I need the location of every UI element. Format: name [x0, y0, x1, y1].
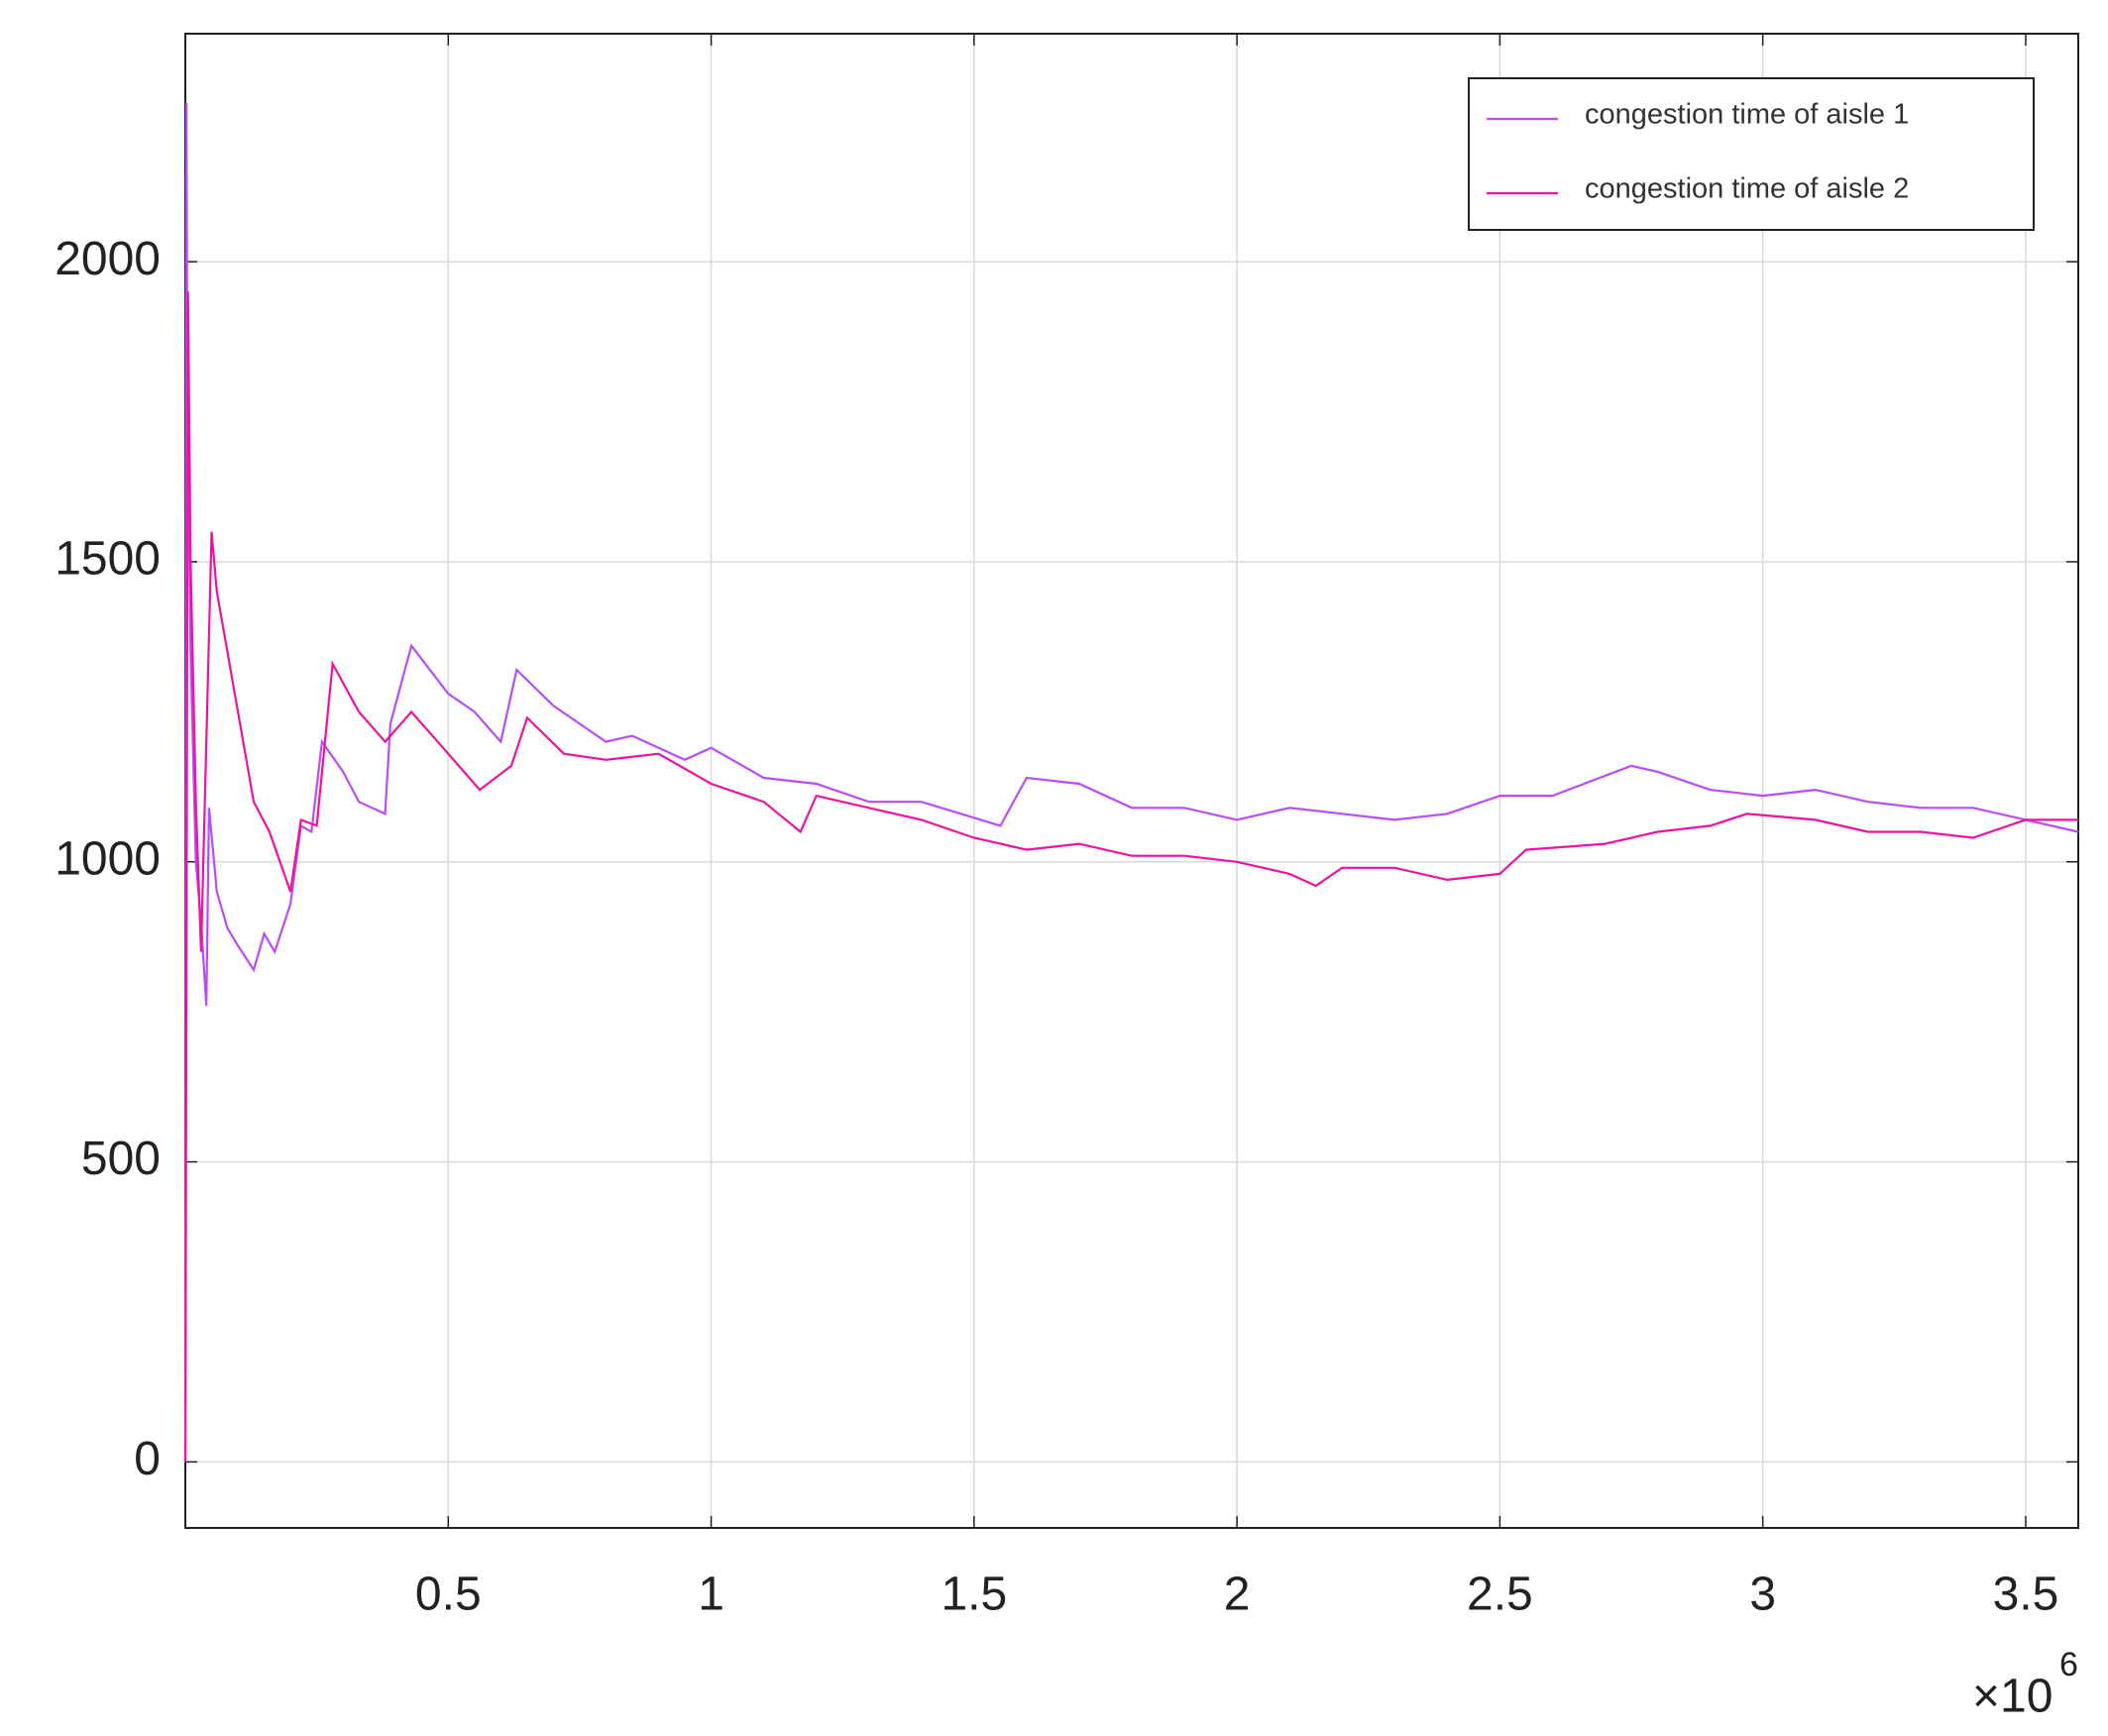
legend-label: congestion time of aisle 2: [1585, 173, 1909, 205]
x-tick-label: 1.5: [941, 1569, 1007, 1621]
y-tick-label: 500: [81, 1133, 161, 1185]
x-multiplier-exponent: 6: [2059, 1646, 2078, 1683]
x-tick-label: 1: [698, 1569, 724, 1621]
legend-label: congestion time of aisle 1: [1585, 99, 1909, 131]
x-tick-label: 3: [1749, 1569, 1776, 1621]
x-tick-label: 2: [1224, 1569, 1251, 1621]
data-line: [183, 102, 2079, 1463]
y-tick-label: 2000: [55, 233, 161, 285]
legend-box: [1468, 77, 2035, 231]
y-tick-label: 1500: [55, 533, 161, 586]
x-tick-label: 0.5: [415, 1569, 482, 1621]
plot-frame: [184, 33, 2079, 1529]
x-tick-label: 3.5: [1993, 1569, 2059, 1621]
x-tick-label: 2.5: [1467, 1569, 1533, 1621]
y-tick-label: 1000: [55, 832, 161, 885]
y-tick-label: 0: [134, 1433, 161, 1485]
data-line: [183, 291, 2078, 1463]
x-multiplier: ×10: [1972, 1671, 2053, 1723]
